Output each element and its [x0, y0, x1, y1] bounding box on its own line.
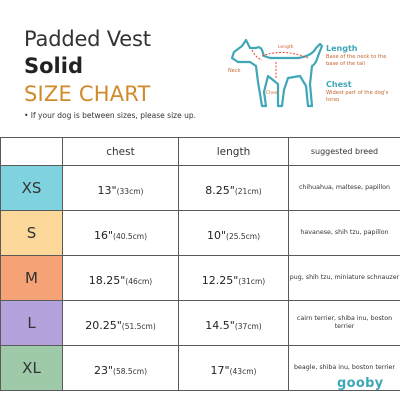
length-arrow — [261, 52, 309, 59]
length-inches: 17" — [210, 363, 230, 377]
chest-legend-desc: Widest part of the dog's torso — [326, 90, 389, 103]
chest-inches: 16" — [93, 228, 114, 242]
chest-cell: 18.25"(46cm) — [62, 255, 179, 301]
length-cm: (37cm) — [234, 321, 262, 331]
length-cell: 14.5"(37cm) — [178, 300, 289, 346]
size-cell: L — [0, 300, 63, 346]
header-length: length — [178, 137, 289, 166]
chest-inches: 13" — [97, 183, 117, 197]
neck-label: Neck — [228, 68, 241, 74]
chest-legend: Chest Widest part of the dog's torso — [326, 80, 398, 104]
table-row: XS 13"(33cm) 8.25"(21cm) chihuahua, maltese… — [0, 165, 400, 211]
length-cm: (25.5cm) — [226, 231, 261, 241]
chest-inches: 23" — [93, 363, 114, 377]
table-row: XL 23"(58.5cm) 17"(43cm) beagle, shiba inu,… — [0, 345, 400, 391]
length-mark: Length — [278, 44, 294, 50]
size-chart-table: chest length suggested breed XS 13"(33cm)… — [0, 137, 400, 391]
header-breed: suggested breed — [288, 137, 400, 166]
chest-inches: 18.25" — [88, 273, 126, 287]
table-row: M 18.25"(46cm) 12.25"(31cm) pug, shih tzu, … — [0, 255, 400, 301]
length-cell: 17"(43cm) — [178, 345, 289, 391]
breed-cell: cairn terrier, shiba inu, boston terrier — [288, 300, 400, 346]
length-legend: Length Base of the neck to the base of t… — [326, 44, 398, 68]
dog-measurement-illustration: Neck Length Chest — [228, 38, 324, 108]
chest-cell: 16"(40.5cm) — [62, 210, 179, 256]
chest-cm: (46cm) — [125, 276, 153, 286]
length-inches: 8.25" — [205, 183, 235, 197]
length-cell: 10"(25.5cm) — [178, 210, 289, 256]
size-cell: XS — [0, 165, 63, 211]
length-cell: 8.25"(21cm) — [178, 165, 289, 211]
length-cell: 12.25"(31cm) — [178, 255, 289, 301]
neck-arrow — [251, 49, 263, 61]
length-legend-desc: Base of the neck to the base of the tail — [326, 54, 387, 67]
title-variant: Solid — [24, 54, 83, 78]
length-cm: (43cm) — [229, 366, 257, 376]
breed-cell: chihuahua, maltese, papillon — [288, 165, 400, 211]
dog-outline — [230, 38, 324, 108]
chest-cell: 20.25"(51.5cm) — [62, 300, 179, 346]
size-cell: XL — [0, 345, 63, 391]
chest-cm: (33cm) — [116, 186, 144, 196]
chest-cell: 23"(58.5cm) — [62, 345, 179, 391]
chest-cm: (51.5cm) — [121, 321, 156, 331]
breed-cell: havanese, shih tzu, papillon — [288, 210, 400, 256]
chest-inches: 20.25" — [85, 318, 122, 332]
length-inches: 14.5" — [205, 318, 235, 332]
header-chest: chest — [62, 137, 179, 166]
chest-cm: (58.5cm) — [113, 366, 148, 376]
table-row: S 16"(40.5cm) 10"(25.5cm) havanese, shih tz… — [0, 210, 400, 256]
table-header-row: chest length suggested breed — [0, 137, 400, 166]
size-up-note: • If your dog is between sizes, please s… — [24, 111, 196, 120]
header-size — [0, 137, 63, 166]
chest-mark: Chest — [266, 90, 279, 96]
length-cm: (31cm) — [238, 276, 266, 286]
chest-legend-title: Chest — [326, 80, 352, 89]
table-row: L 20.25"(51.5cm) 14.5"(37cm) cairn terrier,… — [0, 300, 400, 346]
chest-cell: 13"(33cm) — [62, 165, 179, 211]
size-cell: S — [0, 210, 63, 256]
breed-cell: beagle, shiba inu, boston terrier — [288, 345, 400, 391]
breed-cell: pug, shih tzu, miniature schnauzer — [288, 255, 400, 301]
length-legend-title: Length — [326, 44, 358, 53]
length-inches: 12.25" — [201, 273, 239, 287]
length-cm: (21cm) — [234, 186, 262, 196]
size-cell: M — [0, 255, 63, 301]
gooby-logo: gooby — [337, 376, 384, 391]
title-size-chart: SIZE CHART — [24, 82, 151, 106]
title-product: Padded Vest — [24, 27, 151, 51]
length-inches: 10" — [206, 228, 227, 242]
chest-cm: (40.5cm) — [113, 231, 148, 241]
